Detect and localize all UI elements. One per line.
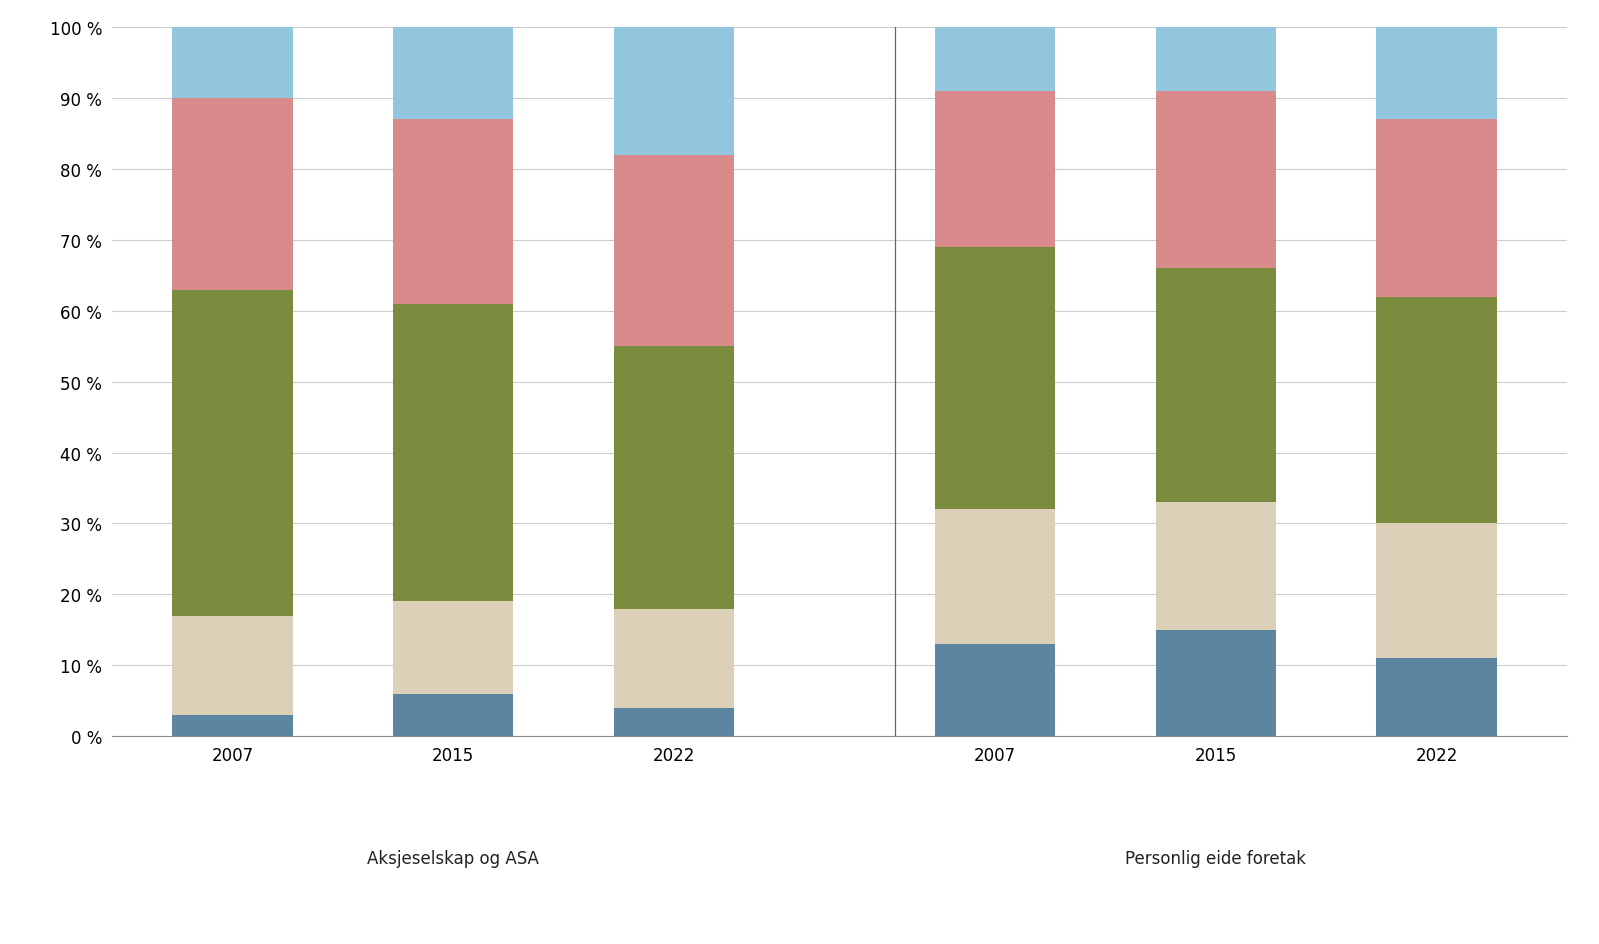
Bar — [1377, 297, 1497, 524]
Bar — [173, 616, 293, 716]
Bar — [393, 602, 513, 694]
Bar — [1156, 93, 1276, 269]
Bar — [1156, 502, 1276, 631]
Bar — [173, 99, 293, 291]
Bar — [173, 291, 293, 616]
Text: Aksjeselskap og ASA: Aksjeselskap og ASA — [368, 850, 539, 868]
Bar — [173, 28, 293, 99]
Bar — [1377, 28, 1497, 121]
Bar — [614, 156, 734, 347]
Text: Personlig eide foretak: Personlig eide foretak — [1126, 850, 1306, 868]
Bar — [614, 28, 734, 156]
Bar — [1377, 659, 1497, 736]
Bar — [614, 708, 734, 736]
Bar — [935, 644, 1055, 736]
Bar — [935, 93, 1055, 248]
Bar — [1156, 269, 1276, 503]
Bar — [1377, 524, 1497, 659]
Bar — [1156, 28, 1276, 93]
Bar — [393, 304, 513, 602]
Bar — [935, 510, 1055, 644]
Bar — [393, 28, 513, 121]
Bar — [1377, 121, 1497, 297]
Bar — [393, 121, 513, 304]
Bar — [935, 248, 1055, 510]
Bar — [614, 347, 734, 609]
Bar — [173, 716, 293, 736]
Bar — [935, 28, 1055, 93]
Bar — [614, 609, 734, 708]
Bar — [393, 694, 513, 736]
Bar — [1156, 631, 1276, 736]
